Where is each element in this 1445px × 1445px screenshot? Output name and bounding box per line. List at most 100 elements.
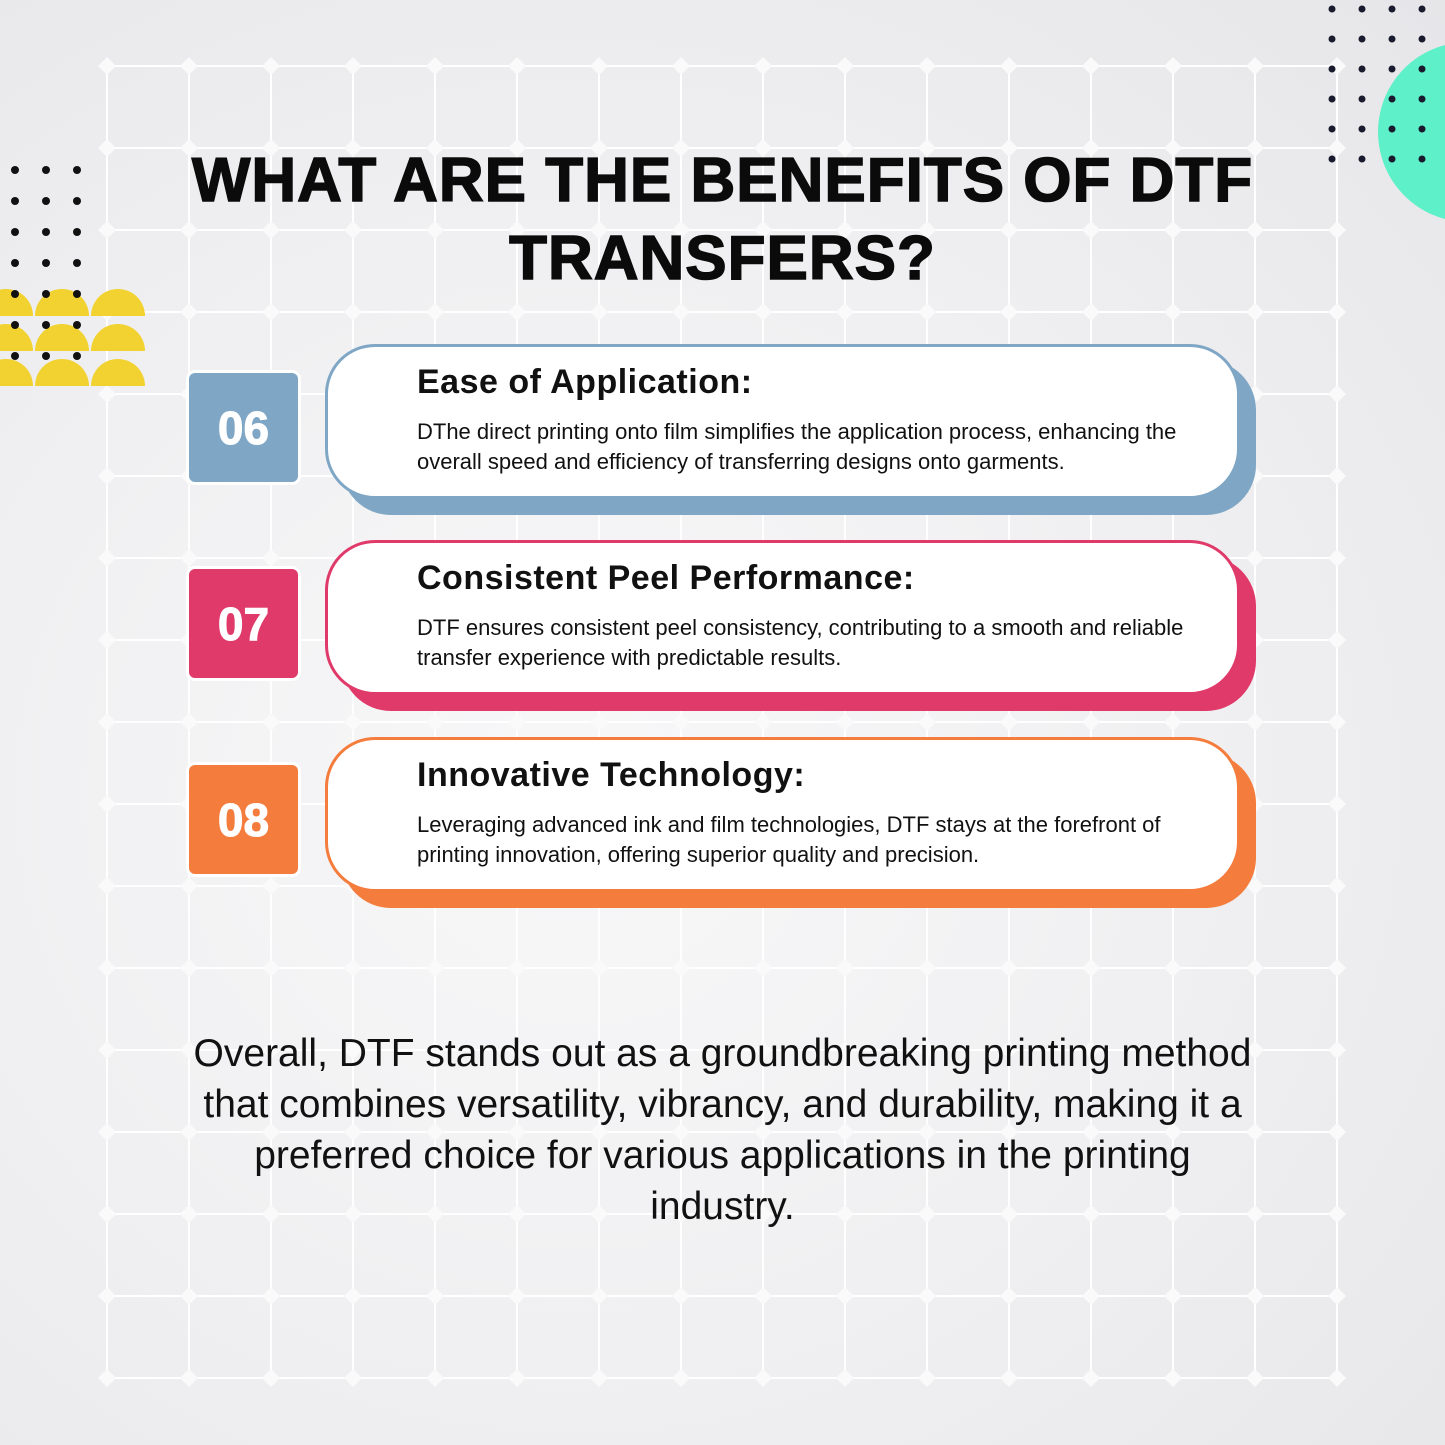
dot [11,352,19,360]
grid-diamond [754,959,772,977]
grid-diamond [344,1287,362,1305]
grid-diamond [426,303,444,321]
grid-diamond [1246,877,1264,895]
grid-diamond [1328,1205,1346,1223]
grid-diamond [754,1123,772,1141]
grid-diamond [180,57,198,75]
grid-diamond [590,1123,608,1141]
dot [11,228,19,236]
benefit-card-06: Ease of Application: DThe direct printin… [325,344,1240,499]
grid-diamond [1246,959,1264,977]
grid-diamond [426,1369,444,1387]
dot [73,352,81,360]
grid-diamond [1328,877,1346,895]
grid-diamond [262,877,280,895]
grid-diamond [98,139,116,157]
grid-diamond [754,1205,772,1223]
dot [1358,155,1366,163]
grid-diamond [1328,959,1346,977]
grid-diamond [1164,221,1182,239]
dot [11,197,19,205]
grid-diamond [1328,139,1346,157]
grid-diamond [1328,303,1346,321]
grid-diamond [426,1123,444,1141]
grid-diamond [754,139,772,157]
dot [1358,125,1366,133]
grid-diamond [1000,959,1018,977]
grid-diamond [1164,959,1182,977]
grid-diamond [262,1123,280,1141]
grid-diamond [836,1205,854,1223]
grid-diamond [98,467,116,485]
grid-diamond [1164,1123,1182,1141]
grid-diamond [262,1041,280,1059]
dot [1388,5,1396,13]
grid-diamond [590,959,608,977]
summary-paragraph: Overall, DTF stands out as a groundbreak… [193,1032,1252,1228]
grid-diamond [918,57,936,75]
dot [42,197,50,205]
grid-diamond [180,877,198,895]
grid-diamond [262,1369,280,1387]
grid-diamond [1246,1123,1264,1141]
grid-diamond [672,1287,690,1305]
dot [1328,35,1336,43]
grid-diamond [98,877,116,895]
dot [1418,5,1426,13]
dot [1358,5,1366,13]
grid-diamond [344,139,362,157]
grid-diamond [836,303,854,321]
grid-diamond [508,713,526,731]
grid-diamond [1082,1123,1100,1141]
grid-diamond [344,1123,362,1141]
grid-diamond [836,57,854,75]
grid-diamond [180,303,198,321]
grid-diamond [262,713,280,731]
dot [1418,65,1426,73]
grid-diamond [918,1123,936,1141]
grid-diamond [1328,795,1346,813]
grid-diamond [1082,1205,1100,1223]
grid-diamond [1328,385,1346,403]
grid-diamond [1164,713,1182,731]
grid-diamond [98,1287,116,1305]
grid-diamond [590,57,608,75]
grid-diamond [672,1123,690,1141]
grid-diamond [1082,1287,1100,1305]
grid-diamond [98,631,116,649]
dot [1328,65,1336,73]
dot [1358,35,1366,43]
grid-diamond [590,1369,608,1387]
dot [1358,65,1366,73]
grid-diamond [918,1041,936,1059]
grid-diamond [426,1041,444,1059]
grid-diamond [180,1369,198,1387]
grid-diamond [1164,57,1182,75]
grid-diamond [1082,713,1100,731]
grid-diamond [344,303,362,321]
number-badge: 07 [189,569,298,678]
benefit-card-08: Innovative Technology: Leveraging advanc… [325,737,1240,892]
grid-diamond [508,1205,526,1223]
grid-diamond [262,1287,280,1305]
grid-diamond [98,385,116,403]
dot [73,259,81,267]
grid-diamond [1000,713,1018,731]
yellow-semicircle [91,359,145,386]
grid-diamond [836,1287,854,1305]
grid-diamond [590,713,608,731]
grid-diamond [1246,57,1264,75]
grid-diamond [180,959,198,977]
grid-diamond [754,1041,772,1059]
grid-diamond [1328,1041,1346,1059]
grid-diamond [1328,1287,1346,1305]
benefit-heading: Innovative Technology: [417,756,806,794]
grid-diamond [918,959,936,977]
grid-diamond [180,1123,198,1141]
grid-diamond [508,139,526,157]
grid-diamond [344,1041,362,1059]
page-title: WHAT ARE THE BENEFITS OF DTF TRANSFERS? [191,145,1254,294]
grid-diamond [1000,1287,1018,1305]
grid-diamond [180,1287,198,1305]
grid-diamond [344,959,362,977]
